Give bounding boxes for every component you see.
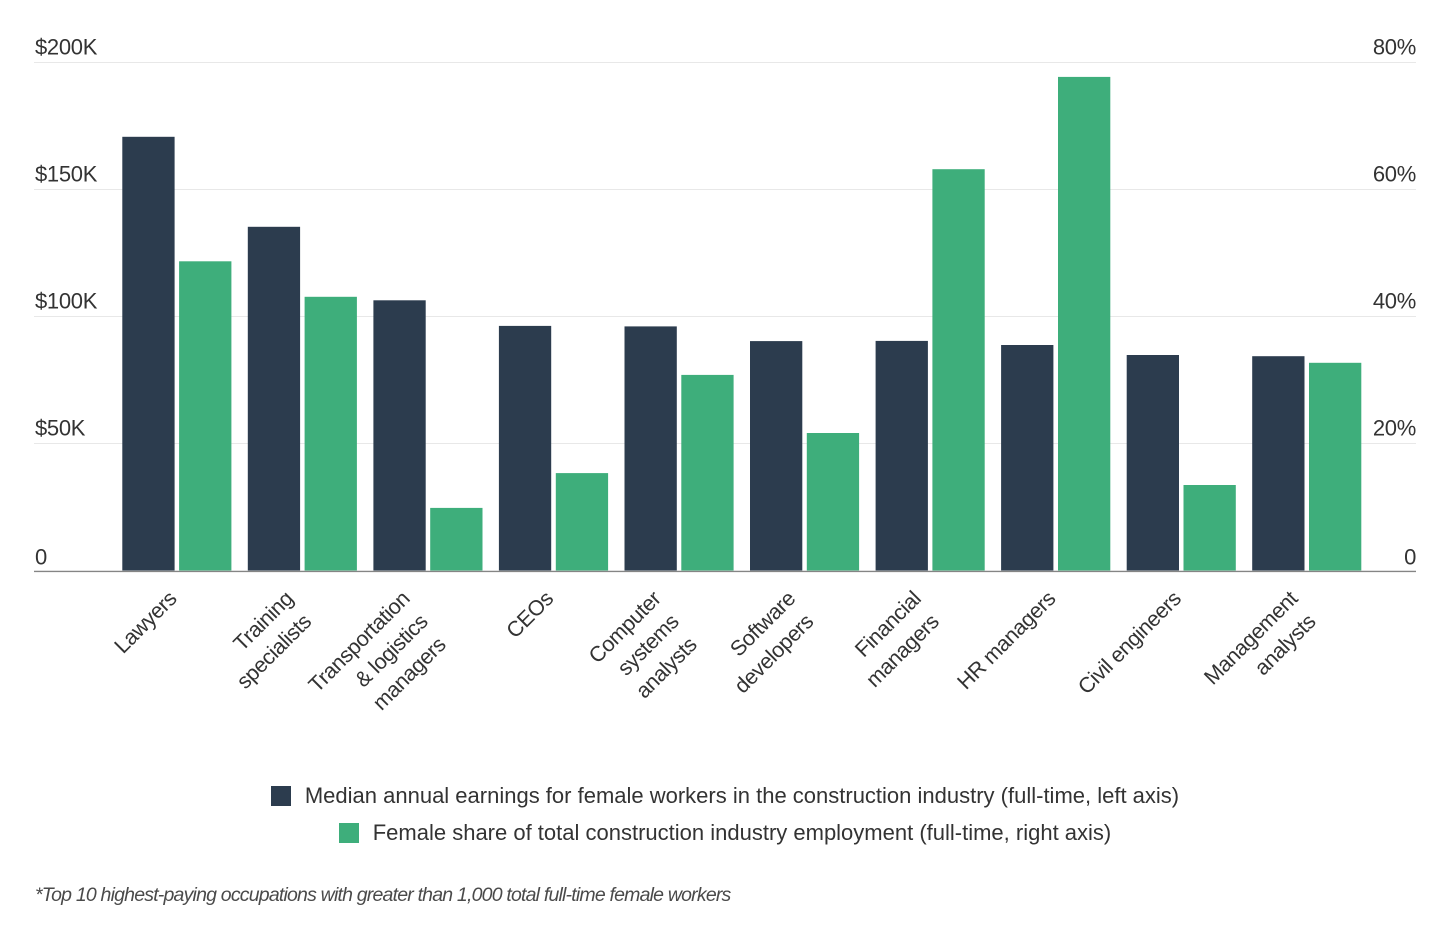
svg-text:60%: 60% — [1373, 162, 1416, 187]
svg-text:0: 0 — [1404, 545, 1416, 570]
svg-text:80%: 80% — [1373, 35, 1416, 60]
svg-text:CEOs: CEOs — [502, 587, 558, 643]
svg-text:0: 0 — [35, 545, 47, 570]
svg-text:Civil engineers: Civil engineers — [1073, 587, 1185, 699]
svg-text:$100K: $100K — [35, 289, 98, 314]
svg-text:$50K: $50K — [35, 416, 86, 441]
svg-text:$150K: $150K — [35, 162, 98, 187]
svg-text:Lawyers: Lawyers — [110, 587, 182, 659]
svg-text:20%: 20% — [1373, 416, 1416, 441]
svg-text:HR managers: HR managers — [953, 587, 1061, 695]
svg-text:$200K: $200K — [35, 35, 98, 60]
svg-text:40%: 40% — [1373, 289, 1416, 314]
